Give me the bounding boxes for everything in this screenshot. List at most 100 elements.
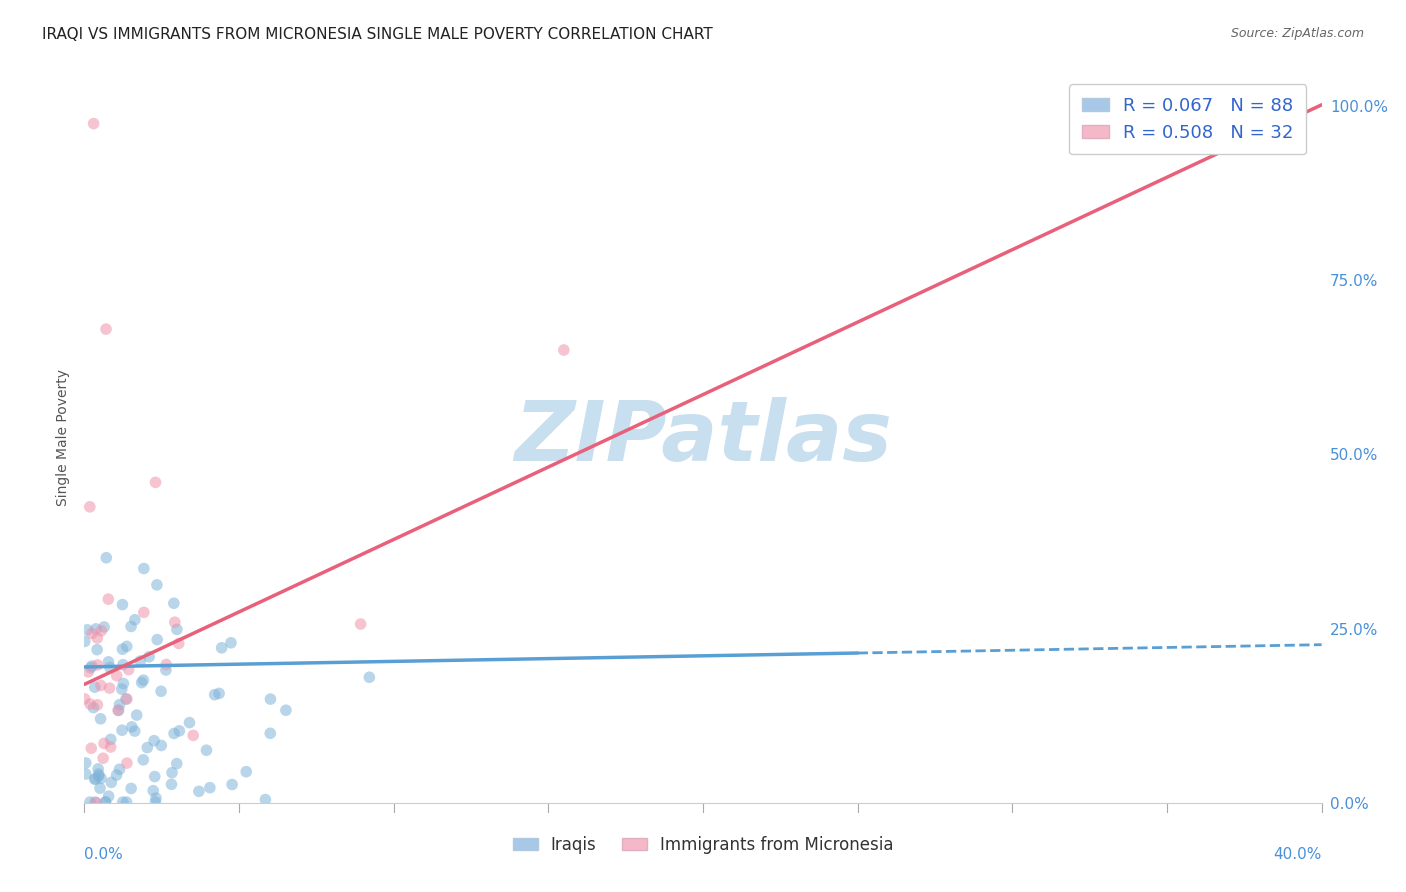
Point <box>145 475 167 490</box>
Point <box>80 626 103 640</box>
Point <box>115 795 138 809</box>
Text: 40.0%: 40.0% <box>1274 847 1322 862</box>
Point <box>150 684 173 698</box>
Point <box>86 657 108 672</box>
Point <box>77 665 100 679</box>
Point <box>97 655 120 669</box>
Point <box>97 789 120 804</box>
Point <box>108 698 131 712</box>
Point <box>181 728 204 742</box>
Point <box>73 692 96 706</box>
Point <box>111 657 134 672</box>
Point <box>100 739 122 754</box>
Point <box>155 663 177 677</box>
Text: 0.0%: 0.0% <box>84 847 124 862</box>
Point <box>235 764 257 779</box>
Point <box>143 770 166 784</box>
Point <box>138 649 160 664</box>
Point <box>107 703 129 717</box>
Point <box>111 682 134 697</box>
Point <box>83 680 105 694</box>
Point <box>79 661 101 675</box>
Point <box>145 791 167 805</box>
Point <box>94 322 117 336</box>
Point <box>160 765 183 780</box>
Point <box>84 622 107 636</box>
Point <box>87 762 110 776</box>
Point <box>163 596 186 610</box>
Point <box>90 772 112 786</box>
Point <box>163 615 186 630</box>
Point <box>274 703 297 717</box>
Point <box>111 642 134 657</box>
Point <box>80 741 103 756</box>
Point <box>155 657 177 672</box>
Point <box>146 632 169 647</box>
Point <box>105 768 128 782</box>
Point <box>83 117 105 131</box>
Text: ZIPatlas: ZIPatlas <box>515 397 891 477</box>
Point <box>98 660 121 674</box>
Point <box>120 781 142 796</box>
Point <box>221 777 243 791</box>
Point <box>84 796 107 810</box>
Point <box>73 634 96 648</box>
Point <box>91 751 114 765</box>
Point <box>86 642 108 657</box>
Point <box>204 688 226 702</box>
Point <box>163 726 186 740</box>
Point <box>100 732 122 747</box>
Legend: Iraqis, Immigrants from Micronesia: Iraqis, Immigrants from Micronesia <box>506 829 900 860</box>
Point <box>90 678 112 692</box>
Point <box>76 623 98 637</box>
Point <box>120 619 142 633</box>
Point <box>83 772 105 786</box>
Point <box>132 673 155 687</box>
Point <box>142 783 165 797</box>
Point <box>349 617 371 632</box>
Point <box>111 795 134 809</box>
Point <box>208 686 231 700</box>
Point <box>259 692 281 706</box>
Text: IRAQI VS IMMIGRANTS FROM MICRONESIA SINGLE MALE POVERTY CORRELATION CHART: IRAQI VS IMMIGRANTS FROM MICRONESIA SING… <box>42 27 713 42</box>
Point <box>198 780 221 795</box>
Point <box>93 620 115 634</box>
Point <box>136 740 159 755</box>
Point <box>111 598 134 612</box>
Point <box>125 708 148 723</box>
Point <box>108 762 131 776</box>
Point <box>146 578 169 592</box>
Point <box>121 720 143 734</box>
Point <box>86 631 108 645</box>
Point <box>94 795 117 809</box>
Point <box>100 775 122 789</box>
Point <box>107 703 129 717</box>
Point <box>254 792 277 806</box>
Point <box>115 756 138 771</box>
Point <box>124 613 146 627</box>
Point <box>79 697 101 711</box>
Point <box>166 623 188 637</box>
Point <box>112 676 135 690</box>
Point <box>90 624 112 638</box>
Point <box>166 756 188 771</box>
Point <box>79 795 101 809</box>
Point <box>259 726 281 740</box>
Point <box>75 756 97 770</box>
Point <box>87 767 110 781</box>
Point <box>124 724 146 739</box>
Point <box>84 795 107 809</box>
Point <box>118 663 141 677</box>
Point <box>553 343 575 357</box>
Point <box>97 592 120 607</box>
Point <box>132 753 155 767</box>
Point <box>75 767 97 781</box>
Point <box>131 675 153 690</box>
Point <box>167 636 190 650</box>
Point <box>132 605 155 619</box>
Point <box>187 784 209 798</box>
Point <box>87 769 110 783</box>
Point <box>195 743 218 757</box>
Point <box>84 772 107 786</box>
Point <box>143 733 166 747</box>
